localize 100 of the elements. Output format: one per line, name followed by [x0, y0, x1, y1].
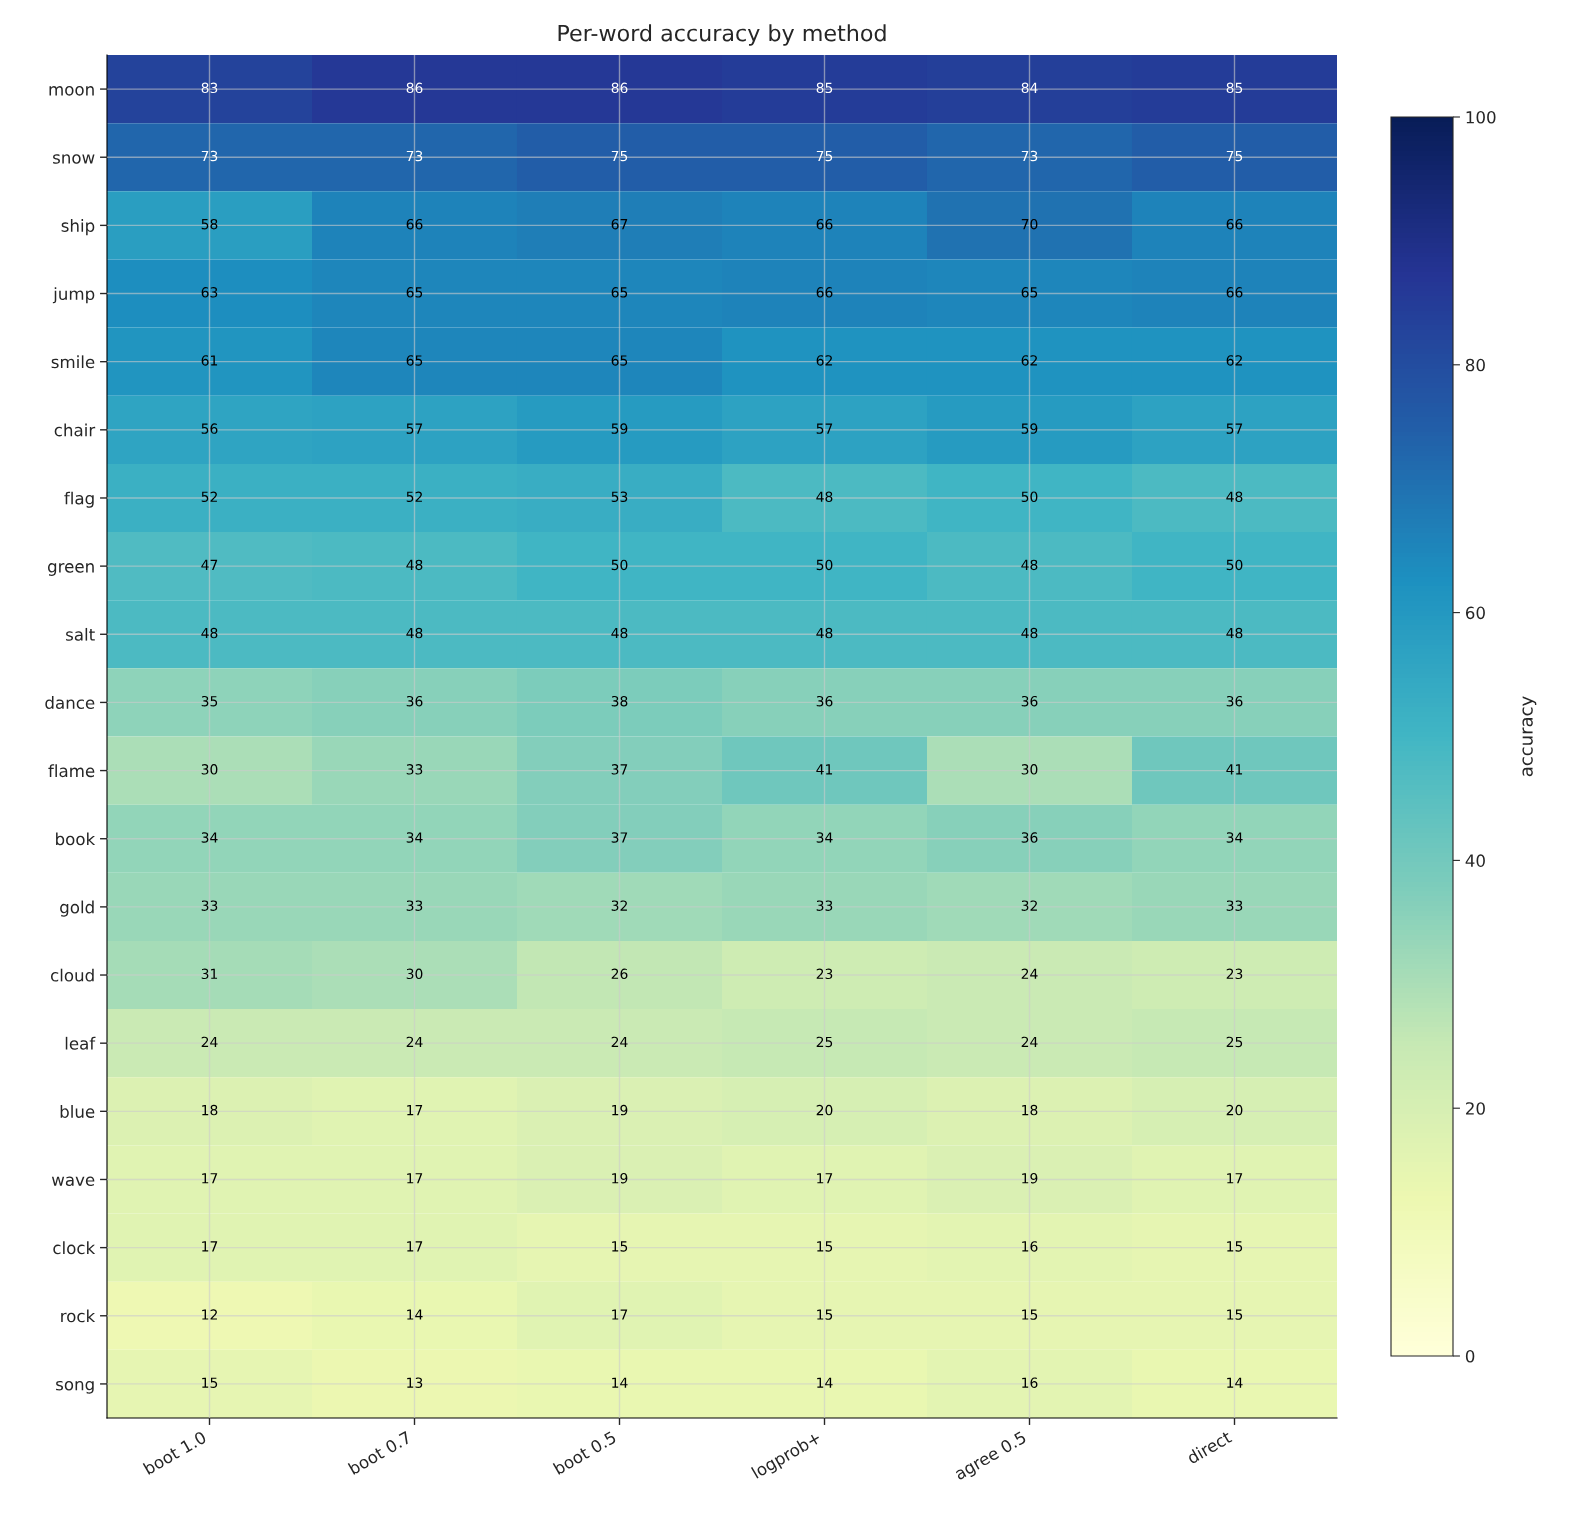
- data-label: 18: [1022, 1104, 1038, 1116]
- data-label: 15: [612, 1241, 628, 1252]
- data-label: 17: [407, 1241, 423, 1252]
- data-label: 17: [817, 1173, 833, 1184]
- data-label: 48: [201, 627, 218, 639]
- data-label: 59: [1021, 423, 1038, 434]
- data-label: 12: [202, 1309, 217, 1320]
- data-label: 23: [1226, 968, 1243, 980]
- data-label: 36: [816, 695, 833, 707]
- data-label: 65: [1021, 287, 1038, 298]
- data-label: 65: [406, 287, 423, 298]
- color-bar-label: 40: [1465, 854, 1485, 867]
- data-label: 16: [1022, 1241, 1038, 1252]
- y-tick-label: wave: [51, 1176, 95, 1187]
- data-label: 19: [612, 1173, 628, 1184]
- data-label: 73: [201, 150, 218, 162]
- data-label: 26: [611, 968, 628, 980]
- y-tick-label: ship: [61, 219, 95, 236]
- color-bar-label: 80: [1465, 358, 1485, 372]
- data-label: 52: [406, 491, 422, 502]
- data-label: 83: [201, 82, 218, 94]
- data-label: 62: [1021, 355, 1037, 366]
- data-label: 37: [611, 832, 628, 843]
- data-label: 50: [816, 559, 833, 571]
- data-label: 30: [1021, 764, 1038, 775]
- data-label: 47: [201, 559, 218, 570]
- data-label: 14: [1227, 1377, 1243, 1388]
- data-label: 70: [1021, 218, 1038, 230]
- data-label: 34: [406, 832, 423, 843]
- data-label: 14: [612, 1377, 628, 1388]
- data-label: 48: [1226, 627, 1243, 639]
- data-label: 48: [406, 559, 423, 571]
- data-label: 48: [1226, 491, 1243, 502]
- data-label: 15: [817, 1309, 833, 1320]
- data-label: 36: [1021, 832, 1038, 843]
- color-bar-label: 0: [1465, 1349, 1475, 1363]
- data-label: 41: [816, 764, 833, 775]
- data-label: 66: [1226, 287, 1243, 298]
- data-label: 31: [201, 968, 218, 980]
- data-label: 57: [406, 423, 423, 434]
- data-label: 37: [611, 764, 628, 775]
- data-label: 17: [612, 1309, 628, 1320]
- data-label: 41: [1226, 764, 1243, 775]
- data-label: 18: [202, 1104, 218, 1116]
- y-tick-label: flame: [48, 764, 95, 778]
- data-label: 66: [816, 287, 833, 298]
- data-label: 17: [1227, 1173, 1243, 1184]
- data-label: 66: [406, 218, 423, 230]
- data-label: 62: [1226, 355, 1242, 366]
- data-label: 33: [406, 900, 423, 911]
- data-label: 58: [201, 218, 218, 230]
- data-label: 48: [1021, 559, 1038, 571]
- data-label: 34: [1226, 832, 1243, 843]
- data-label: 86: [611, 82, 628, 94]
- data-label: 86: [406, 82, 423, 94]
- data-label: 38: [611, 695, 628, 707]
- data-label: 48: [1021, 627, 1038, 639]
- data-label: 17: [202, 1173, 218, 1184]
- data-label: 33: [406, 764, 423, 775]
- data-label: 66: [1226, 218, 1243, 230]
- data-label: 73: [1021, 150, 1038, 162]
- data-label: 16: [1022, 1377, 1038, 1388]
- data-label: 32: [1021, 900, 1037, 911]
- data-label: 36: [406, 695, 423, 707]
- data-label: 66: [816, 218, 833, 230]
- data-label: 17: [407, 1173, 423, 1184]
- y-tick-label: clock: [53, 1241, 96, 1255]
- x-tick-label: boot 1.0: [142, 1430, 207, 1475]
- data-label: 19: [612, 1104, 628, 1116]
- data-label: 25: [1226, 1036, 1243, 1048]
- data-label: 30: [406, 968, 423, 980]
- data-label: 33: [816, 900, 833, 911]
- y-tick-label: chair: [54, 423, 96, 437]
- y-tick-label: moon: [49, 86, 94, 96]
- data-label: 36: [1021, 695, 1038, 707]
- y-tick-label: leaf: [65, 1036, 96, 1050]
- data-label: 50: [1226, 559, 1243, 571]
- data-label: 15: [1227, 1309, 1243, 1320]
- data-label: 15: [1022, 1309, 1038, 1320]
- data-label: 24: [201, 1036, 218, 1048]
- data-label: 48: [816, 491, 833, 502]
- data-label: 53: [611, 491, 628, 502]
- y-tick-label: green: [47, 563, 94, 576]
- data-label: 35: [201, 695, 218, 707]
- data-label: 20: [816, 1104, 833, 1116]
- y-tick-label: cloud: [50, 968, 94, 982]
- data-label: 75: [1226, 150, 1243, 162]
- data-label: 57: [1226, 423, 1243, 434]
- data-label: 20: [1226, 1104, 1243, 1116]
- data-label: 48: [816, 627, 833, 639]
- data-label: 75: [611, 150, 628, 162]
- y-tick-label: jump: [52, 287, 95, 304]
- data-label: 15: [817, 1241, 833, 1252]
- data-label: 13: [407, 1377, 423, 1388]
- y-tick-label: dance: [45, 696, 95, 709]
- data-label: 63: [201, 287, 218, 298]
- data-label: 19: [1022, 1173, 1038, 1184]
- data-label: 23: [816, 968, 833, 980]
- data-label: 14: [817, 1377, 833, 1388]
- data-label: 30: [201, 764, 218, 775]
